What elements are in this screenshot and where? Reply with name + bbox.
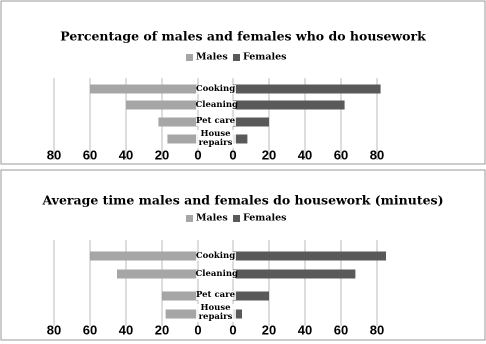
- chart-title: Average time males and females do housew…: [41, 193, 443, 208]
- chart-title: Percentage of males and females who do h…: [60, 29, 426, 44]
- bar: [117, 269, 198, 279]
- chart-frame: [0, 169, 486, 341]
- legend-swatch: [186, 215, 193, 222]
- bar: [233, 291, 269, 301]
- x-tick-label: 60: [83, 322, 97, 337]
- bar: [90, 84, 198, 94]
- x-tick-label: 80: [370, 147, 384, 162]
- category-label: Cooking: [195, 84, 236, 94]
- x-tick-label: 80: [47, 322, 61, 337]
- legend-label: Females: [243, 213, 286, 224]
- x-tick-label: 40: [119, 322, 133, 337]
- x-tick-label: 80: [370, 322, 384, 337]
- x-tick-label: 0: [229, 147, 236, 162]
- bar: [233, 84, 381, 94]
- bar: [233, 251, 386, 261]
- x-tick-label: 40: [298, 322, 312, 337]
- x-tick-label: 20: [262, 147, 276, 162]
- bar: [233, 269, 356, 279]
- category-label: Pet care: [195, 116, 236, 126]
- x-tick-label: 0: [229, 322, 236, 337]
- bar: [167, 134, 198, 144]
- category-label: Cleaning: [195, 269, 238, 279]
- x-tick-label: 20: [262, 322, 276, 337]
- legend-swatch: [186, 54, 193, 61]
- bar: [233, 117, 269, 127]
- x-tick-label: 0: [194, 322, 201, 337]
- x-tick-label: 60: [334, 322, 348, 337]
- chart-frame: [0, 0, 486, 165]
- x-tick-label: 40: [119, 147, 133, 162]
- legend-swatch: [233, 215, 240, 222]
- x-tick-label: 60: [334, 147, 348, 162]
- x-tick-label: 40: [298, 147, 312, 162]
- bar: [233, 100, 345, 110]
- bar: [233, 134, 248, 144]
- category-label: House repairs: [195, 130, 236, 148]
- bar: [90, 251, 198, 261]
- bar: [233, 309, 242, 319]
- legend-label: Males: [196, 52, 228, 63]
- x-tick-label: 80: [47, 147, 61, 162]
- legend-label: Males: [196, 213, 228, 224]
- category-label: Cleaning: [195, 100, 238, 110]
- x-tick-label: 20: [155, 147, 169, 162]
- x-tick-label: 20: [155, 322, 169, 337]
- category-label: Pet care: [195, 290, 236, 300]
- bar: [126, 100, 198, 110]
- x-tick-label: 0: [194, 147, 201, 162]
- bar: [162, 291, 198, 301]
- category-label: House repairs: [195, 304, 236, 322]
- x-tick-label: 60: [83, 147, 97, 162]
- category-label: Cooking: [195, 251, 236, 261]
- legend-swatch: [233, 54, 240, 61]
- bar: [165, 309, 198, 319]
- bar: [158, 117, 198, 127]
- legend-label: Females: [243, 52, 286, 63]
